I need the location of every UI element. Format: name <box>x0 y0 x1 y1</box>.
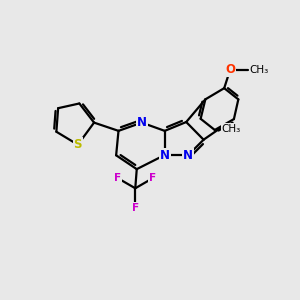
Text: S: S <box>74 138 82 151</box>
Text: N: N <box>160 148 170 161</box>
Text: N: N <box>137 116 147 129</box>
Text: F: F <box>149 173 156 183</box>
Text: CH₃: CH₃ <box>221 124 241 134</box>
Text: CH₃: CH₃ <box>249 65 268 75</box>
Text: F: F <box>114 173 122 183</box>
Text: O: O <box>225 63 235 76</box>
Text: N: N <box>183 148 193 161</box>
Text: F: F <box>132 203 139 213</box>
